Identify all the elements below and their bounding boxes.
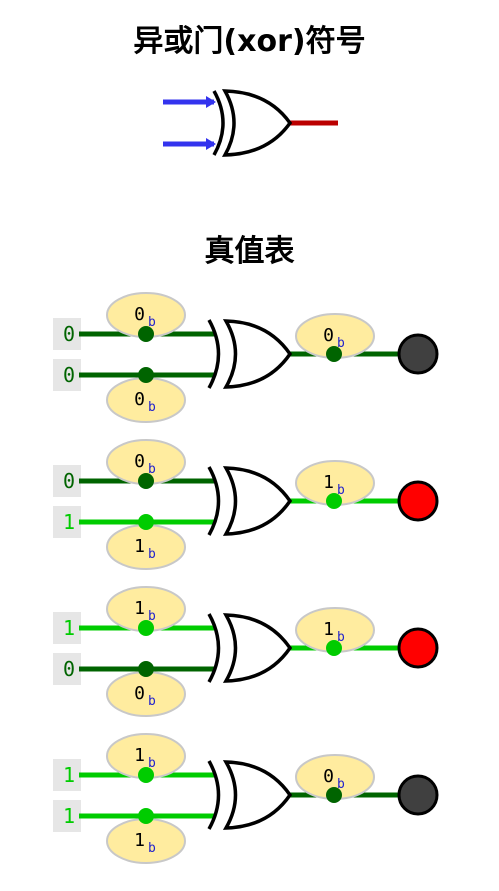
input-box-b <box>53 359 81 391</box>
probe-bubble-b-shape <box>106 671 186 717</box>
junction-dot-out <box>326 493 342 509</box>
probe-bubble-out-value: 0 <box>323 325 334 346</box>
xor-gate-body <box>222 760 293 830</box>
truth-table-row: 010 b1 b1 b <box>53 439 439 570</box>
input-value-b: 0 <box>63 657 75 681</box>
probe-bubble-a-suffix: b <box>148 462 156 477</box>
output-lamp <box>397 333 439 375</box>
input-value-b: 1 <box>63 510 75 534</box>
xor-gate-body <box>221 89 293 157</box>
probe-bubble-b-shape <box>106 524 186 570</box>
input-box-b <box>53 800 81 832</box>
probe-bubble-b-suffix: b <box>148 547 156 562</box>
input-value-a: 1 <box>63 763 75 787</box>
symbol-input-arrow-a <box>206 96 216 108</box>
output-lamp <box>397 774 439 816</box>
input-box-a <box>53 612 81 644</box>
truth-table-row: 111 b1 b0 b <box>53 733 439 864</box>
input-value-b: 1 <box>63 804 75 828</box>
junction-dot-out <box>326 346 342 362</box>
probe-bubble-out-suffix: b <box>337 630 345 645</box>
xor-gate-back-curve <box>207 760 221 830</box>
xor-gate-body <box>222 466 293 536</box>
probe-bubble-out-value: 1 <box>323 619 334 640</box>
output-lamp <box>397 480 439 522</box>
junction-dot-a <box>138 767 154 783</box>
truth-table-title: 真值表 <box>204 234 295 269</box>
junction-dot-a <box>138 326 154 342</box>
xor-gate-body <box>222 613 293 683</box>
junction-dot-b <box>138 367 154 383</box>
output-lamp <box>397 627 439 669</box>
probe-bubble-a-value: 0 <box>134 451 145 472</box>
probe-bubble-b-value: 0 <box>134 683 145 704</box>
probe-bubble-out-suffix: b <box>337 777 345 792</box>
junction-dot-a <box>138 620 154 636</box>
probe-bubble-a-suffix: b <box>148 315 156 330</box>
input-value-b: 0 <box>63 363 75 387</box>
junction-dot-out <box>326 787 342 803</box>
probe-bubble-a-suffix: b <box>148 609 156 624</box>
input-box-a <box>53 318 81 350</box>
probe-bubble-b-suffix: b <box>148 841 156 856</box>
input-value-a: 0 <box>63 469 75 493</box>
probe-bubble-a-value: 1 <box>134 745 145 766</box>
input-box-a <box>53 465 81 497</box>
junction-dot-a <box>138 473 154 489</box>
junction-dot-b <box>138 661 154 677</box>
probe-bubble-b-value: 0 <box>134 389 145 410</box>
probe-bubble-a-suffix: b <box>148 756 156 771</box>
probe-bubble-out-value: 0 <box>323 766 334 787</box>
xor-gate-back-curve <box>212 90 225 156</box>
input-box-a <box>53 759 81 791</box>
truth-table-row: 000 b0 b0 b <box>53 292 439 423</box>
xor-gate-back-curve <box>207 466 221 536</box>
junction-dot-b <box>138 808 154 824</box>
probe-bubble-b-suffix: b <box>148 694 156 709</box>
junction-dot-b <box>138 514 154 530</box>
symbol-input-arrow-b <box>206 138 216 150</box>
xor-gate-back-curve <box>207 613 221 683</box>
input-box-b <box>53 506 81 538</box>
xor-gate-body <box>222 319 293 389</box>
probe-bubble-b-value: 1 <box>134 536 145 557</box>
truth-table-row: 101 b0 b1 b <box>53 586 439 717</box>
probe-bubble-b-shape <box>106 377 186 423</box>
probe-bubble-b-shape <box>106 818 186 864</box>
probe-bubble-out-value: 1 <box>323 472 334 493</box>
probe-bubble-b-value: 1 <box>134 830 145 851</box>
input-box-b <box>53 653 81 685</box>
input-value-a: 1 <box>63 616 75 640</box>
probe-bubble-b-suffix: b <box>148 400 156 415</box>
junction-dot-out <box>326 640 342 656</box>
probe-bubble-a-value: 0 <box>134 304 145 325</box>
input-value-a: 0 <box>63 322 75 346</box>
xor-gate-back-curve <box>207 319 221 389</box>
page-title: 异或门(xor)符号 <box>133 24 366 59</box>
probe-bubble-out-suffix: b <box>337 483 345 498</box>
probe-bubble-out-suffix: b <box>337 336 345 351</box>
probe-bubble-a-value: 1 <box>134 598 145 619</box>
